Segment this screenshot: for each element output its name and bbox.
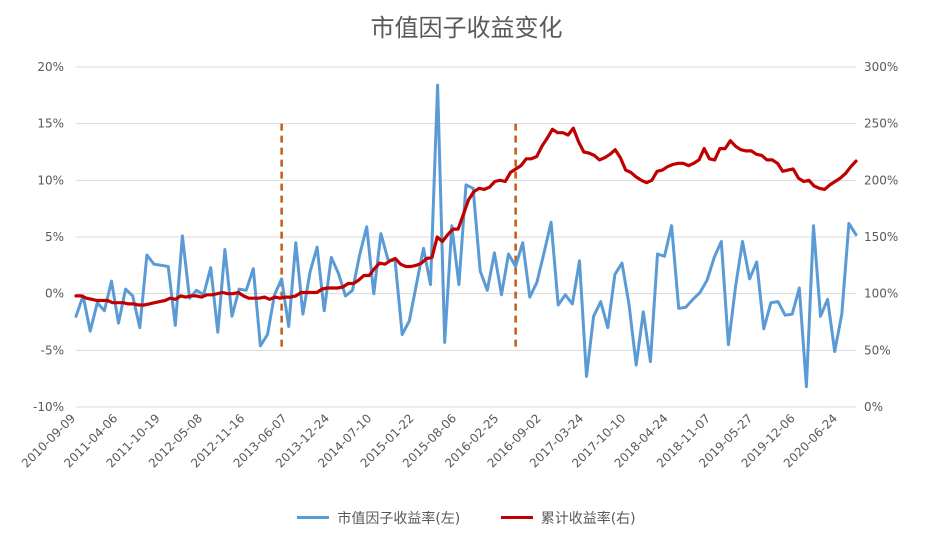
left-y-tick-label: -5% — [41, 343, 64, 357]
right-y-tick-label: 50% — [864, 343, 891, 357]
left-y-tick-label: 15% — [37, 117, 64, 131]
gridlines — [76, 66, 856, 408]
legend: 市值因子收益率(左) 累计收益率(右) — [0, 507, 933, 528]
series-line-cumulative-return — [74, 126, 858, 307]
right-y-axis: 300% 250% 200% 150% 100% 50% 0% — [864, 60, 898, 414]
legend-label-left-series: 市值因子收益率(左) — [337, 510, 461, 527]
chart-title: 市值因子收益变化 — [370, 14, 563, 42]
right-y-tick-label: 300% — [864, 60, 898, 74]
legend-item-right-series[interactable]: 累计收益率(右) — [500, 508, 636, 528]
left-y-tick-label: 10% — [37, 173, 64, 187]
right-y-tick-label: 200% — [864, 173, 898, 187]
right-y-tick-label: 150% — [864, 230, 898, 244]
series-line-factor-return — [74, 83, 858, 389]
left-y-tick-label: 0% — [45, 287, 64, 301]
left-y-tick-label: -10% — [33, 400, 64, 414]
right-y-tick-label: 0% — [864, 400, 883, 414]
left-y-tick-label: 5% — [45, 230, 64, 244]
x-axis: 2010-09-092011-04-062011-10-192012-05-08… — [19, 411, 840, 470]
left-y-axis: 20% 15% 10% 5% 0% -5% -10% — [33, 60, 64, 414]
legend-label-right-series: 累计收益率(右) — [540, 510, 636, 527]
legend-item-left-series[interactable]: 市值因子收益率(左) — [297, 508, 460, 528]
series-lines — [74, 83, 858, 389]
legend-swatch-blue — [297, 516, 330, 519]
legend-swatch-red — [500, 516, 533, 519]
vertical-markers — [280, 123, 517, 351]
right-y-tick-label: 100% — [864, 287, 898, 301]
right-y-tick-label: 250% — [864, 117, 898, 131]
left-y-tick-label: 20% — [37, 60, 64, 74]
